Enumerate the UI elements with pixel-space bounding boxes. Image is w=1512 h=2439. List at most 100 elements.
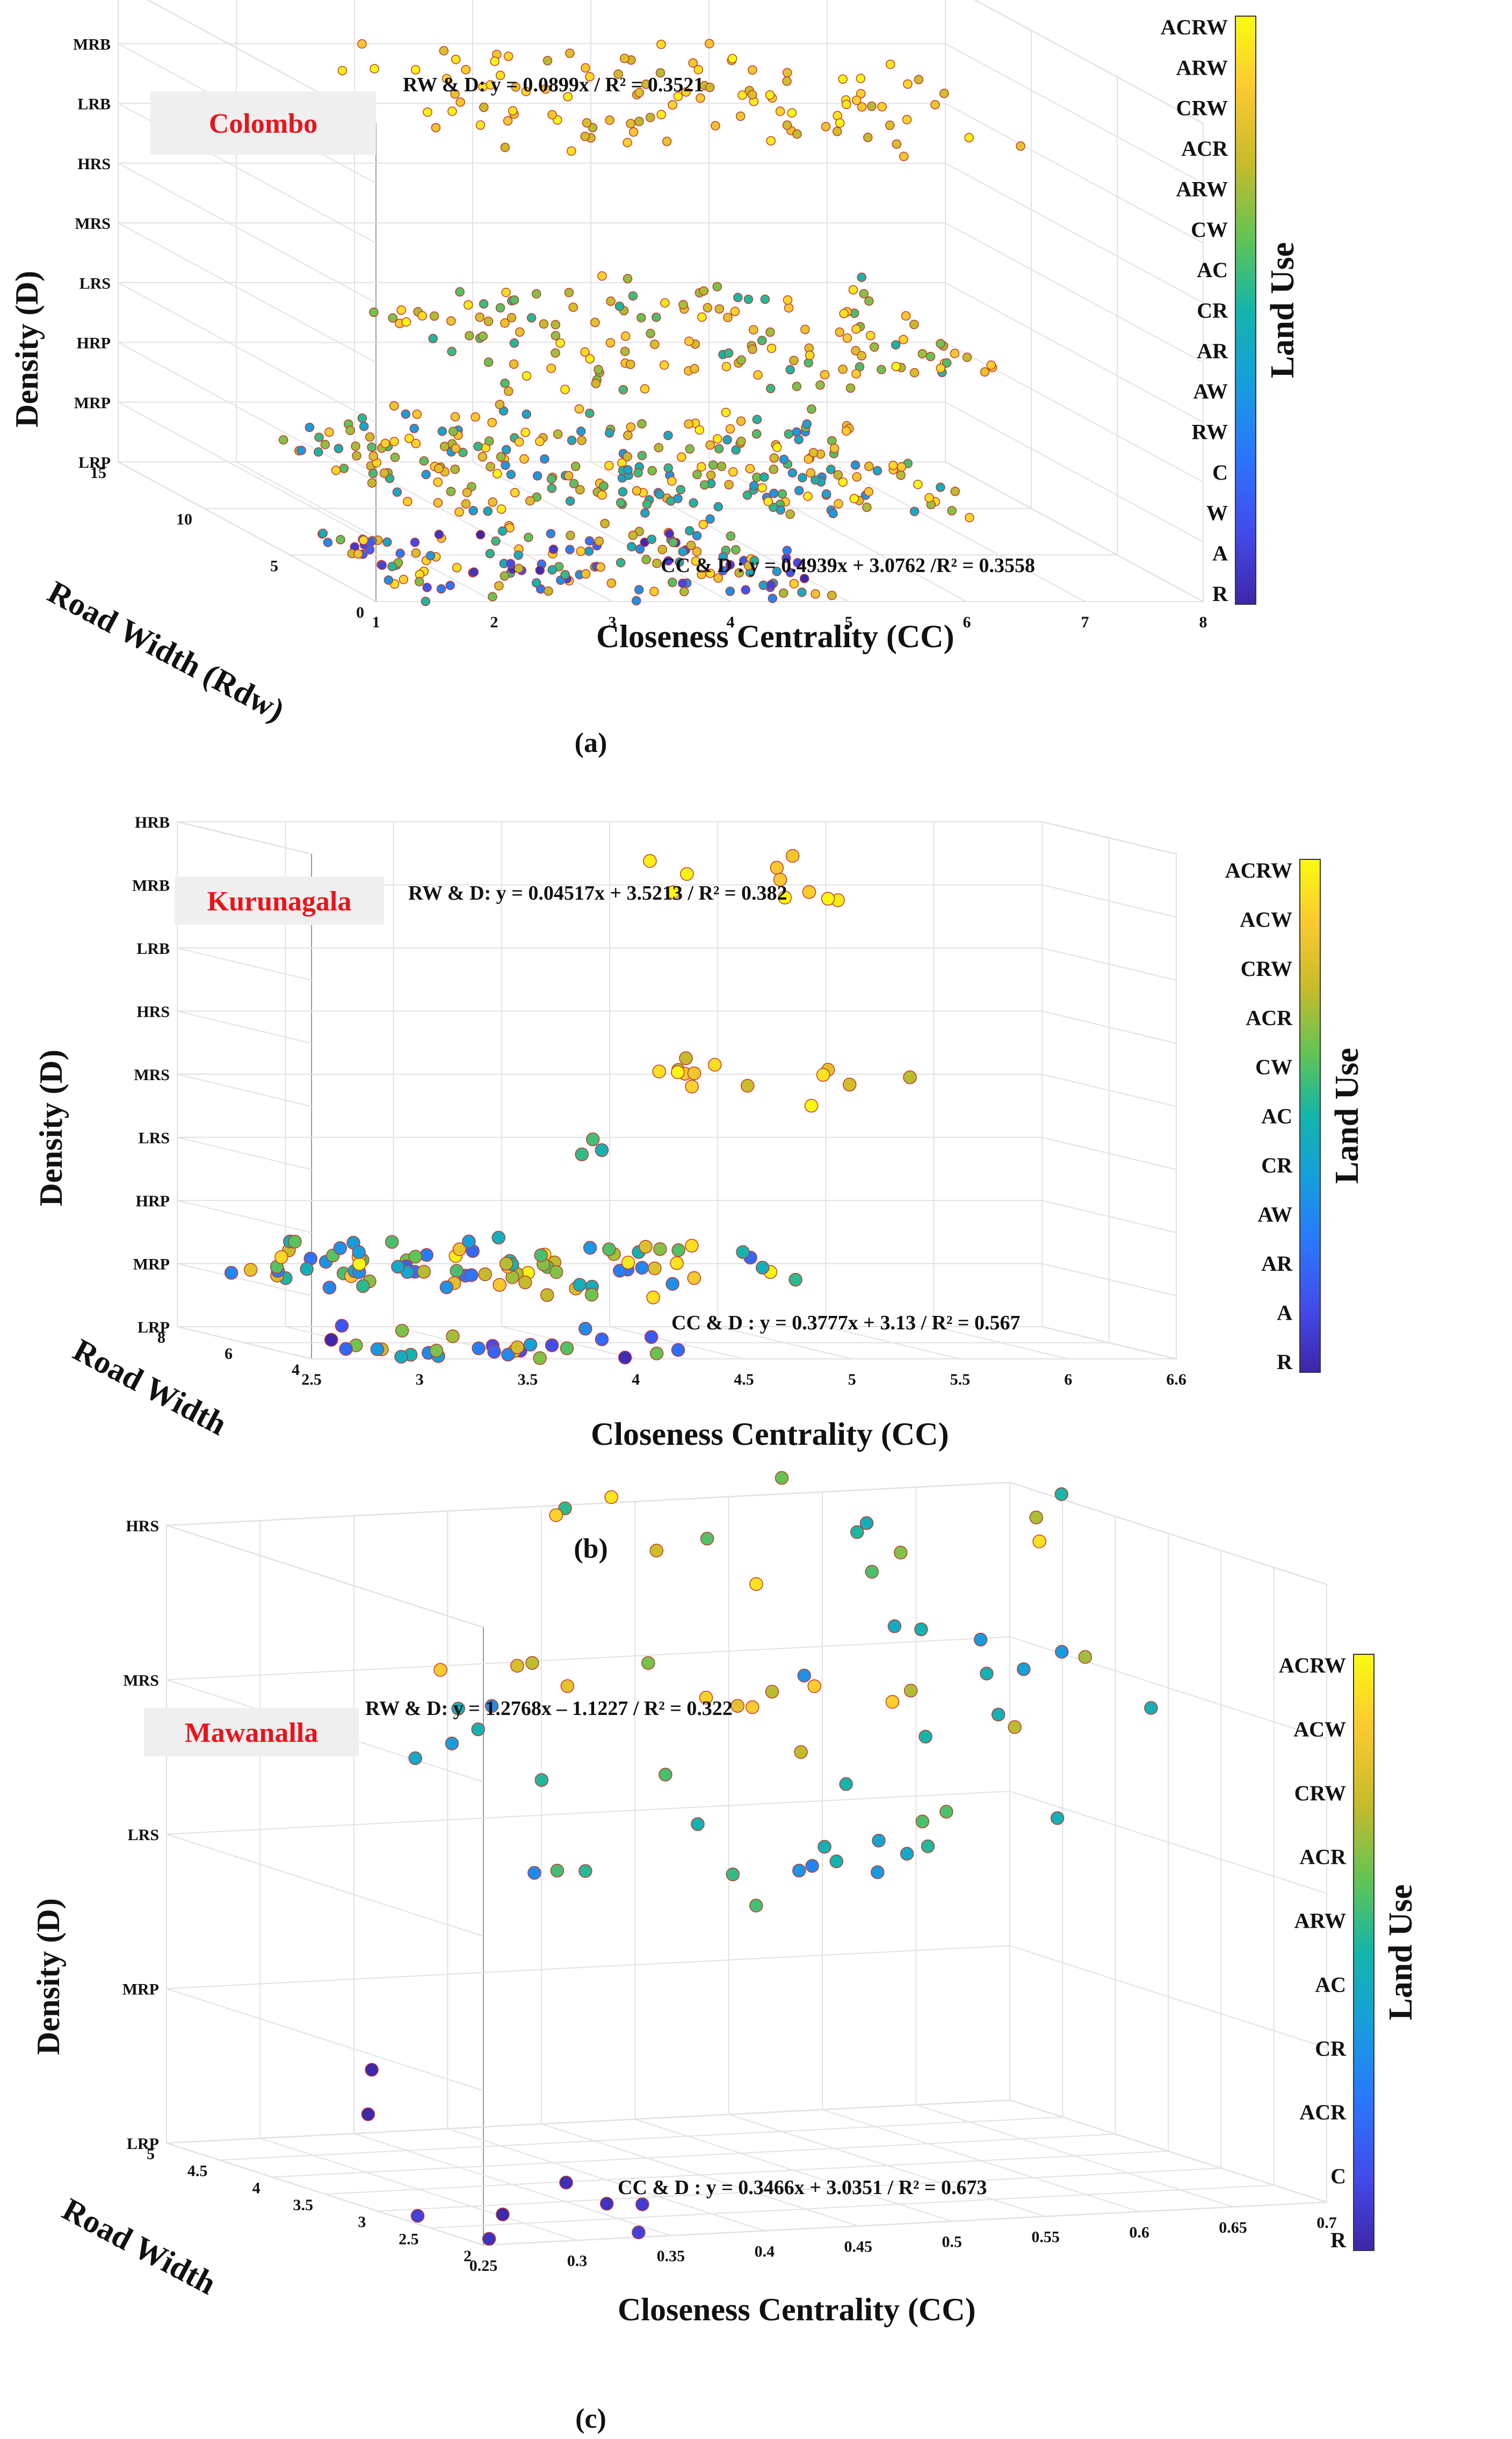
data-point [534, 1773, 549, 1787]
data-point [641, 1656, 655, 1670]
data-point [663, 556, 673, 566]
data-point [471, 1722, 485, 1736]
data-point [755, 1261, 770, 1275]
data-point [863, 133, 873, 142]
data-point [585, 408, 595, 418]
data-point [757, 336, 767, 345]
data-point [797, 588, 807, 597]
data-point [717, 461, 727, 471]
data-point [768, 594, 778, 603]
data-point [784, 303, 794, 313]
data-point [419, 1248, 433, 1262]
data-point [741, 585, 750, 595]
data-point [784, 429, 794, 439]
data-point [575, 1147, 589, 1162]
data-point [640, 508, 650, 518]
colorbar-tick-label: AW [1258, 1203, 1292, 1227]
data-point [713, 573, 723, 583]
data-point [479, 103, 489, 112]
data-point [570, 461, 581, 472]
data-point [864, 487, 874, 497]
data-point [789, 578, 799, 589]
data-point [336, 534, 345, 545]
data-point [401, 409, 411, 419]
data-point [818, 1840, 831, 1854]
data-point [1032, 1535, 1046, 1548]
data-point [594, 365, 603, 374]
data-point [352, 1257, 366, 1271]
data-point [626, 359, 635, 370]
data-point [522, 371, 532, 381]
data-point [696, 93, 705, 103]
x-tick-label: 0.4 [755, 2242, 775, 2260]
city-title: Mawanalla [185, 1718, 318, 1748]
data-point [439, 1280, 454, 1294]
data-point [455, 287, 465, 297]
data-point [620, 331, 631, 341]
data-point [665, 1277, 679, 1291]
data-point [560, 1341, 574, 1356]
data-point [857, 102, 867, 112]
data-point [864, 461, 874, 472]
data-point [803, 491, 813, 501]
data-point [694, 425, 705, 435]
data-point [688, 58, 698, 68]
data-point [487, 1345, 501, 1359]
data-point [475, 530, 486, 540]
y-tick-label: 15 [90, 464, 106, 482]
data-point [508, 106, 518, 116]
data-point [773, 872, 787, 887]
data-point [491, 1231, 505, 1244]
data-point [896, 462, 907, 472]
y-tick-label: 4 [292, 1361, 300, 1379]
data-point [439, 442, 450, 451]
data-point [547, 483, 557, 493]
data-point [777, 489, 787, 499]
data-point [395, 548, 405, 559]
data-point [724, 480, 734, 490]
data-point [486, 462, 495, 472]
data-point [518, 1275, 532, 1290]
data-point [703, 303, 712, 313]
data-point [807, 1679, 821, 1693]
data-point [646, 329, 655, 338]
y-tick-label: 5 [270, 557, 278, 575]
data-point [811, 475, 820, 485]
data-point [769, 465, 778, 474]
data-point [224, 1266, 238, 1280]
data-point [842, 333, 852, 343]
data-point [488, 592, 497, 602]
colorbar-tick-label: ACRW [1225, 858, 1292, 882]
data-point [857, 272, 866, 282]
data-point [787, 468, 798, 478]
data-point [899, 151, 909, 162]
y-axis-ticks: 0 5 10 15 [90, 464, 364, 621]
data-point [337, 66, 348, 76]
data-point [447, 106, 457, 116]
x-tick-label: 8 [1199, 613, 1207, 631]
data-point [578, 1864, 592, 1878]
data-point [475, 312, 484, 322]
data-point [499, 1256, 513, 1271]
data-point [980, 367, 990, 377]
data-point [488, 497, 497, 507]
data-point [749, 325, 758, 335]
data-point [676, 484, 686, 495]
data-point [414, 577, 424, 587]
colorbar-tick-label: ACR [1299, 1845, 1347, 1869]
data-point [540, 454, 549, 464]
data-point [623, 452, 632, 461]
y-tick-label: 3.5 [293, 2196, 314, 2214]
data-point [490, 56, 500, 66]
data-point [565, 496, 575, 506]
data-point [705, 514, 715, 524]
data-point [545, 1338, 559, 1352]
data-point [500, 142, 510, 153]
x-tick-label: 2 [490, 613, 498, 631]
data-point [766, 136, 776, 146]
data-point [821, 489, 831, 499]
data-point [692, 547, 702, 556]
city-title: Colombo [209, 108, 317, 139]
panel-caption: (a) [575, 728, 607, 758]
x-tick-label: 0.6 [1129, 2224, 1149, 2241]
